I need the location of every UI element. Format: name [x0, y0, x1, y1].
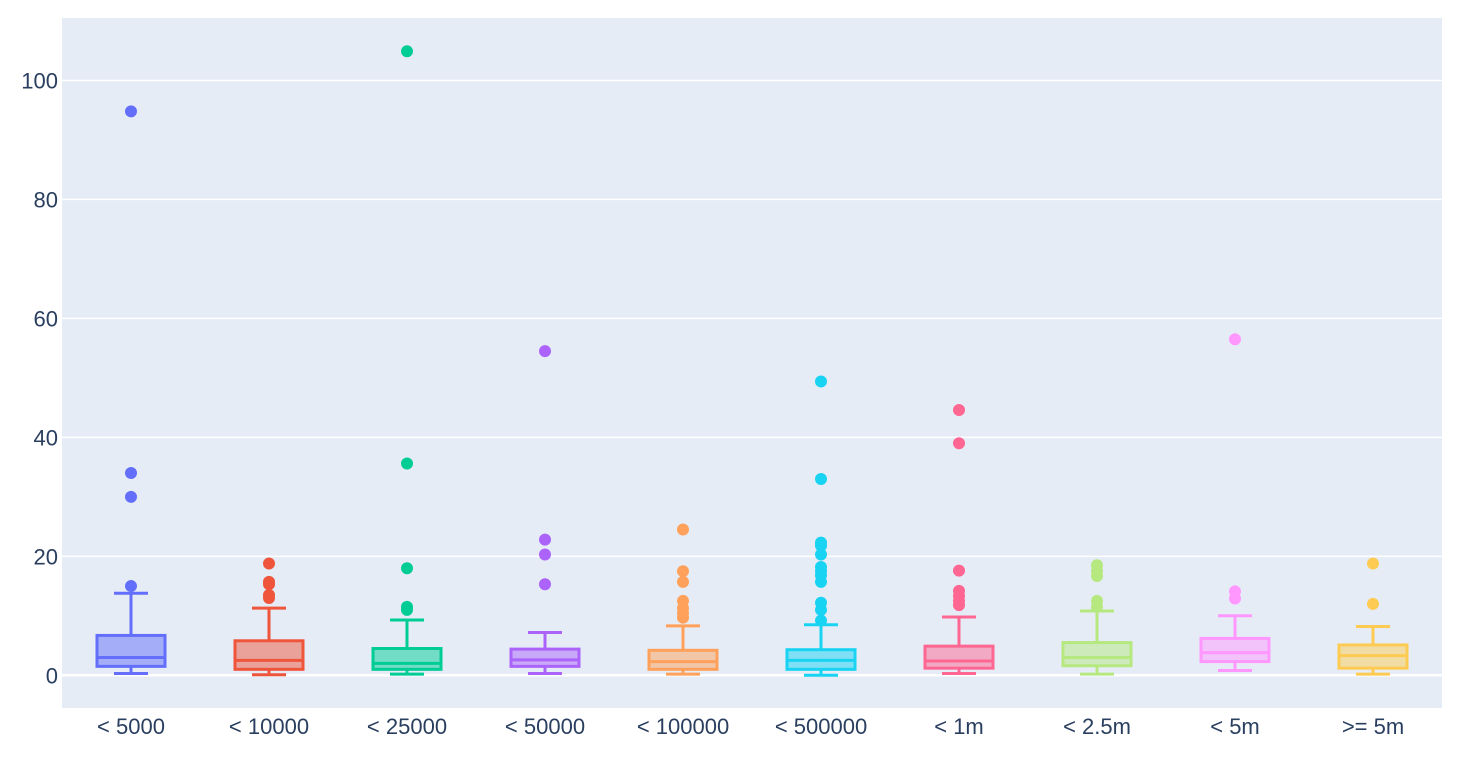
iqr-box [647, 648, 719, 671]
x-tick-label: < 5000 [97, 714, 165, 739]
outlier-point [953, 564, 965, 577]
outlier-point [953, 403, 965, 416]
outlier-point [815, 375, 827, 388]
outlier-point [125, 105, 137, 118]
iqr-box [509, 647, 581, 668]
y-tick-label: 60 [34, 306, 58, 331]
outlier-point [815, 536, 827, 549]
outlier-point [401, 562, 413, 575]
outlier-point [1091, 559, 1103, 572]
x-tick-label: < 25000 [367, 714, 447, 739]
x-tick-label: < 2.5m [1063, 714, 1131, 739]
x-tick-label: < 100000 [637, 714, 729, 739]
outlier-point [125, 490, 137, 503]
outlier-point [1367, 597, 1379, 610]
outlier-point [815, 472, 827, 485]
outlier-point [953, 584, 965, 597]
box-trace [647, 523, 719, 676]
box-trace [1337, 557, 1409, 676]
outlier-point [125, 467, 137, 480]
grid-lines [62, 79, 1442, 677]
outlier-point [677, 565, 689, 578]
y-tick-label: 20 [34, 544, 58, 569]
outlier-point [815, 596, 827, 609]
box-series [95, 45, 1409, 677]
outlier-point [401, 457, 413, 470]
y-tick-label: 80 [34, 187, 58, 212]
box-trace [1199, 333, 1271, 673]
outlier-point [953, 437, 965, 450]
box-trace [785, 375, 857, 677]
outlier-point [1091, 594, 1103, 607]
outlier-point [677, 523, 689, 536]
outlier-point [815, 548, 827, 561]
iqr-box [233, 639, 305, 671]
outlier-point [677, 594, 689, 607]
outlier-point [401, 600, 413, 613]
y-axis-ticks: 0 20 40 60 80 100 [21, 68, 58, 688]
iqr-box [1199, 636, 1271, 664]
outlier-point [125, 580, 137, 593]
x-tick-label: < 50000 [505, 714, 585, 739]
outlier-point [401, 45, 413, 58]
box-trace [1061, 559, 1133, 676]
outlier-point [539, 533, 551, 546]
box-trace [923, 403, 995, 675]
x-tick-label: >= 5m [1342, 714, 1404, 739]
x-tick-label: < 10000 [229, 714, 309, 739]
box-trace [371, 45, 443, 676]
outlier-point [815, 561, 827, 574]
x-tick-label: < 1m [934, 714, 984, 739]
outlier-point [1229, 585, 1241, 598]
outlier-point [263, 557, 275, 570]
outlier-point [677, 575, 689, 588]
outlier-point [539, 345, 551, 358]
iqr-box [1061, 641, 1133, 668]
outlier-point [263, 588, 275, 601]
outlier-point [815, 614, 827, 627]
iqr-box [923, 644, 995, 670]
x-axis-ticks: < 5000 < 10000 < 25000 < 50000 < 100000 < 500… [97, 714, 1404, 739]
plot-background [62, 18, 1442, 708]
outlier-point [263, 575, 275, 588]
y-tick-label: 0 [46, 663, 58, 688]
outlier-point [539, 578, 551, 591]
outlier-point [1367, 557, 1379, 570]
box-trace [509, 345, 581, 675]
box-trace [233, 557, 305, 677]
x-tick-label: < 500000 [775, 714, 867, 739]
x-tick-label: < 5m [1210, 714, 1260, 739]
y-tick-label: 40 [34, 425, 58, 450]
y-tick-label: 100 [21, 68, 58, 93]
outlier-point [1229, 333, 1241, 346]
iqr-box [371, 647, 443, 671]
box-trace [95, 105, 167, 675]
iqr-box [95, 633, 167, 668]
outlier-point [539, 548, 551, 561]
